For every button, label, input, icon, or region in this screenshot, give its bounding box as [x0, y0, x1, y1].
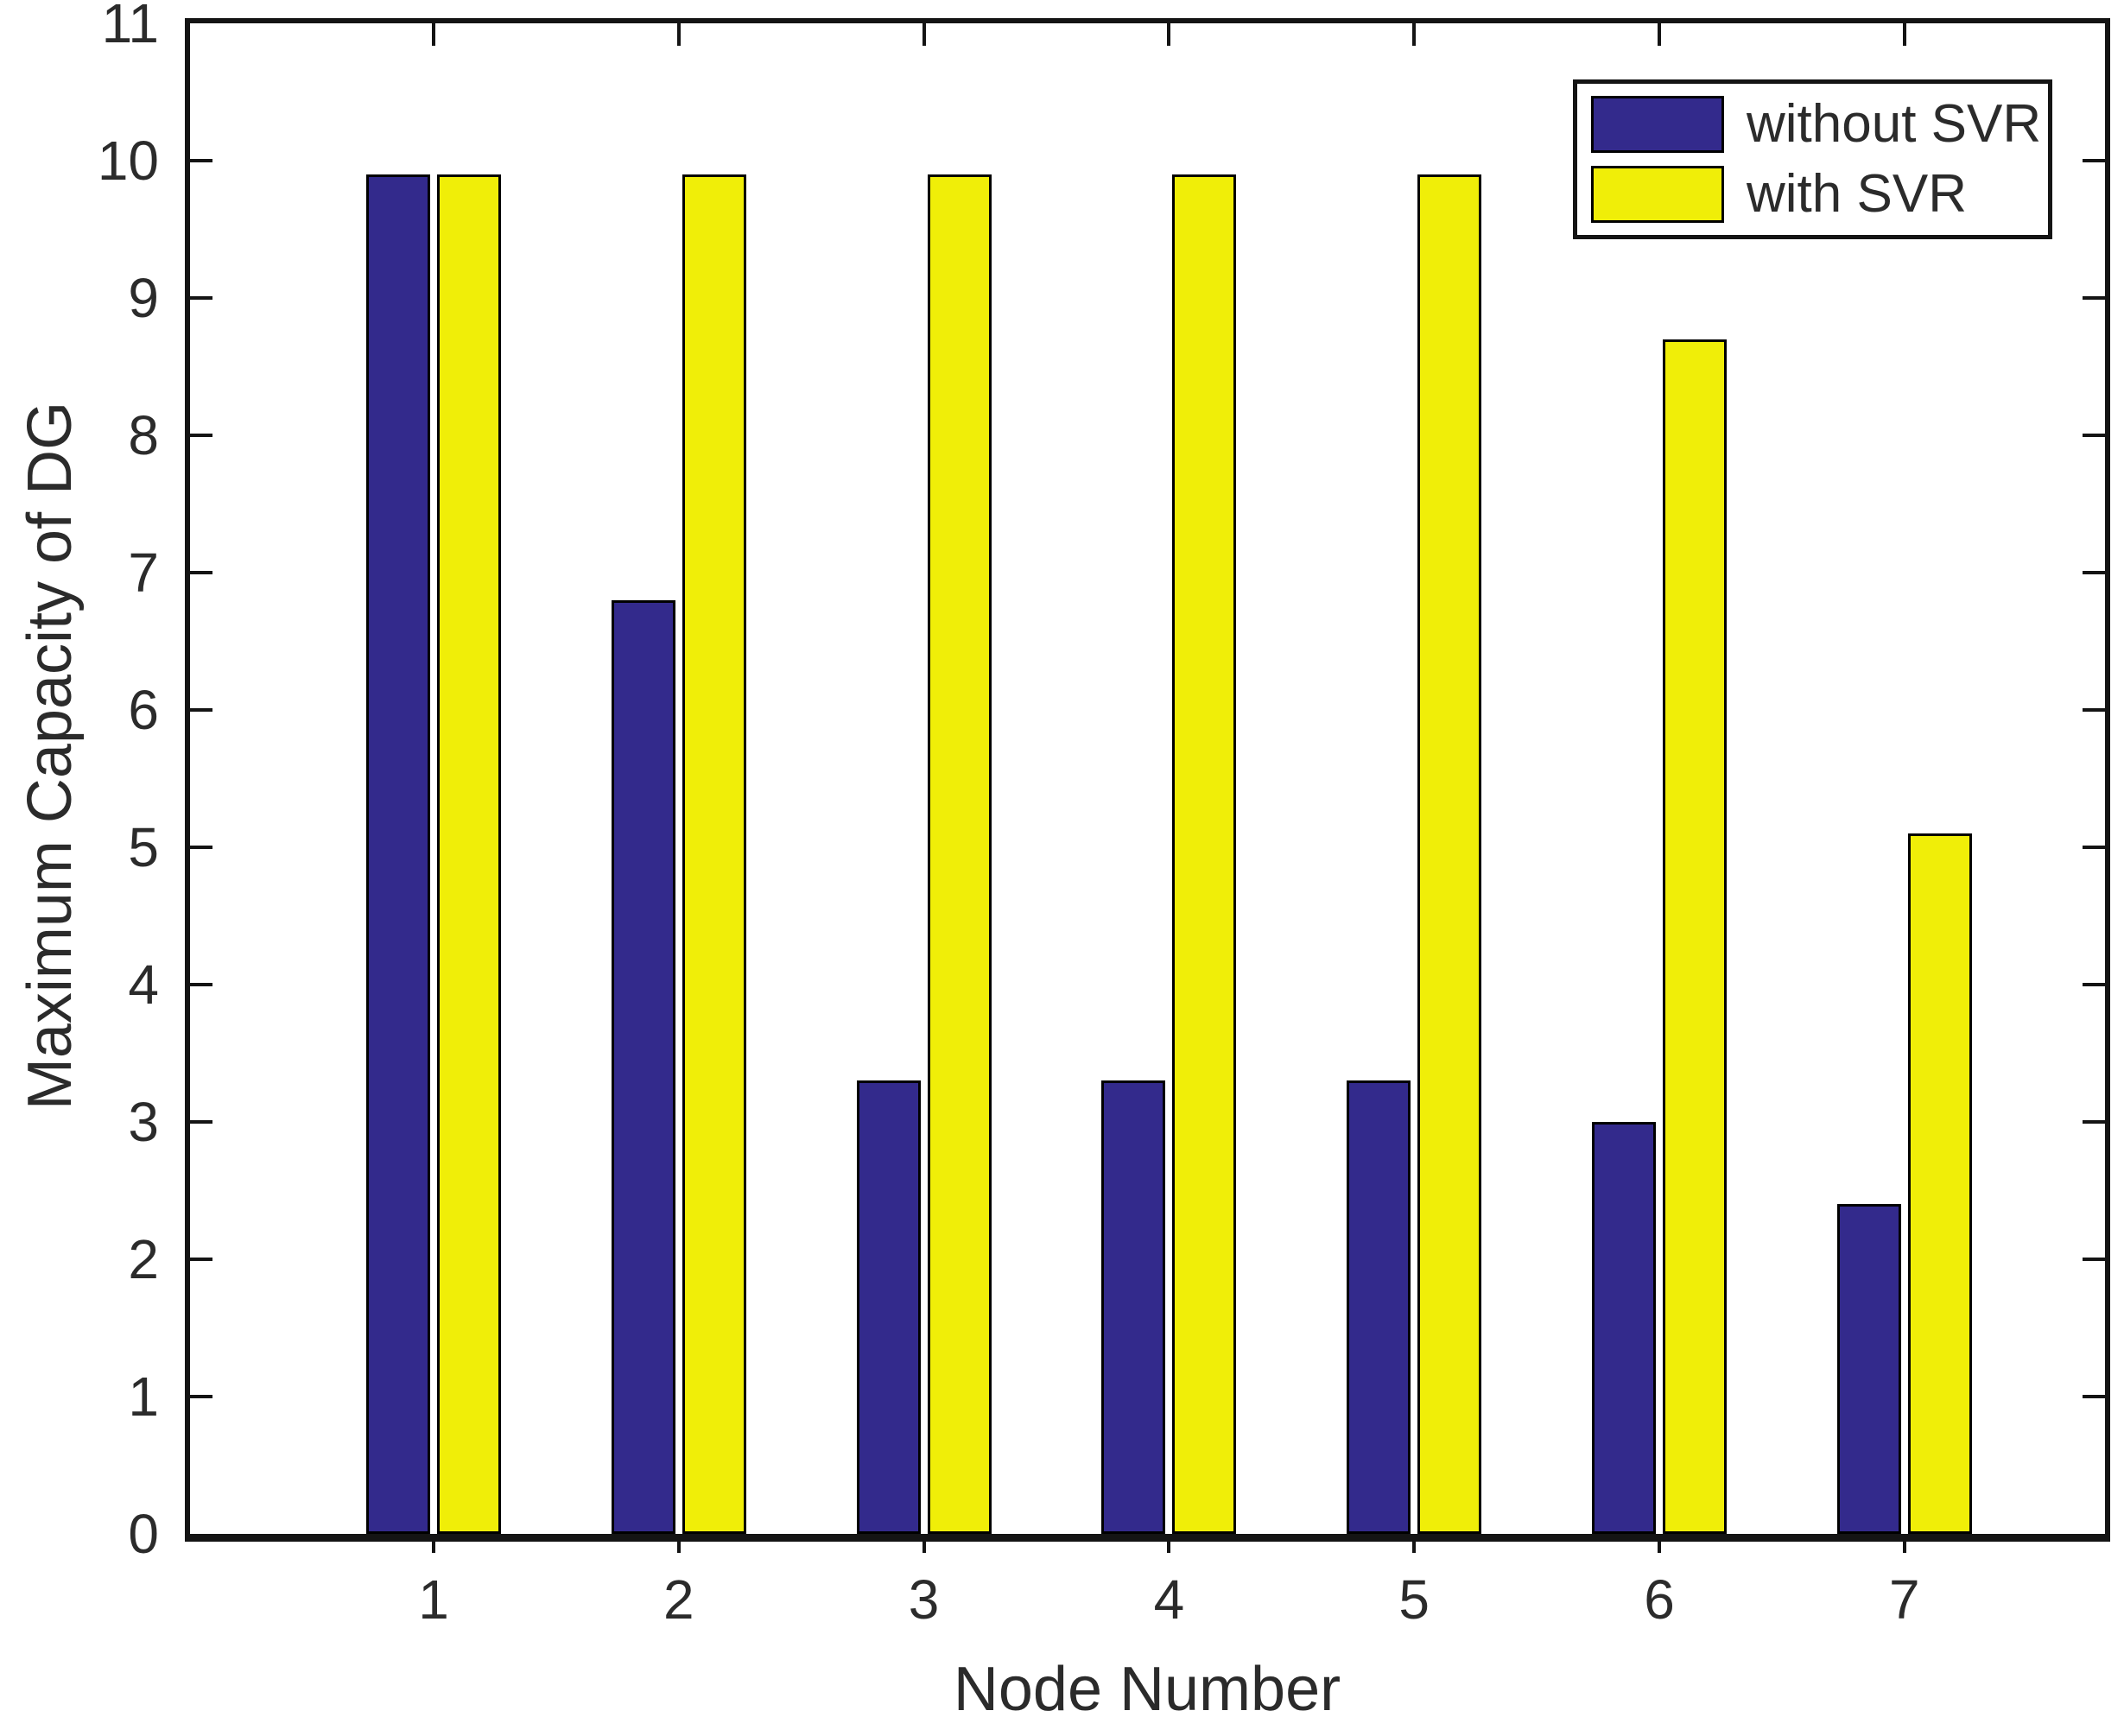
x-tick-label-6: 6 [1644, 1568, 1675, 1631]
y-tick-right-1 [2083, 1395, 2105, 1398]
x-tick-bottom-5 [1412, 1542, 1417, 1553]
y-tick-label-8: 8 [128, 404, 159, 466]
bar-without-svr-node-6 [1592, 1122, 1656, 1534]
y-tick-label-10: 10 [97, 130, 159, 192]
x-tick-label-3: 3 [908, 1568, 940, 1631]
bar-with-svr-node-6 [1663, 339, 1727, 1534]
y-tick-right-9 [2083, 296, 2105, 300]
y-tick-left-1 [190, 1395, 212, 1398]
x-tick-top-7 [1902, 23, 1906, 46]
y-tick-right-6 [2083, 708, 2105, 712]
legend-item-with-svr: with SVR [1591, 163, 2048, 224]
legend-swatch-with-svr [1591, 165, 1724, 223]
x-tick-bottom-3 [922, 1542, 926, 1553]
x-tick-bottom-6 [1658, 1542, 1661, 1553]
y-tick-label-5: 5 [128, 816, 159, 878]
bar-with-svr-node-1 [437, 174, 501, 1534]
x-tick-label-2: 2 [663, 1568, 694, 1631]
bar-without-svr-node-2 [611, 600, 675, 1534]
axis-ticks-layer [190, 23, 2105, 1534]
x-tick-top-4 [1167, 23, 1171, 46]
bar-without-svr-node-5 [1347, 1080, 1411, 1534]
y-tick-label-7: 7 [128, 542, 159, 604]
bar-without-svr-node-4 [1101, 1080, 1166, 1534]
x-tick-label-5: 5 [1398, 1568, 1430, 1631]
y-tick-label-1: 1 [128, 1365, 159, 1428]
bar-with-svr-node-2 [682, 174, 746, 1534]
y-tick-right-2 [2083, 1258, 2105, 1261]
y-tick-left-6 [190, 708, 212, 712]
y-tick-left-4 [190, 983, 212, 986]
y-tick-right-10 [2083, 159, 2105, 162]
y-tick-label-11: 11 [101, 0, 159, 54]
y-tick-left-2 [190, 1258, 212, 1261]
bar-with-svr-node-4 [1172, 174, 1237, 1534]
x-tick-label-1: 1 [418, 1568, 449, 1631]
plot-area [185, 18, 2110, 1542]
x-tick-bottom-4 [1167, 1542, 1171, 1553]
legend-item-without-svr: without SVR [1591, 94, 2048, 155]
y-tick-right-7 [2083, 571, 2105, 574]
y-tick-left-10 [190, 159, 212, 162]
x-tick-label-7: 7 [1889, 1568, 1920, 1631]
y-tick-left-7 [190, 571, 212, 574]
y-tick-left-8 [190, 434, 212, 437]
bar-without-svr-node-1 [366, 174, 430, 1534]
legend: without SVR with SVR [1573, 79, 2052, 239]
x-tick-top-1 [432, 23, 435, 46]
x-tick-top-2 [676, 23, 681, 46]
bar-with-svr-node-5 [1417, 174, 1482, 1534]
x-tick-top-6 [1658, 23, 1661, 46]
x-tick-bottom-1 [432, 1542, 435, 1553]
legend-swatch-without-svr [1591, 96, 1724, 154]
x-tick-bottom-2 [676, 1542, 681, 1553]
bars-layer [190, 23, 2105, 1534]
y-tick-left-9 [190, 296, 212, 300]
bar-with-svr-node-7 [1907, 833, 1972, 1534]
y-tick-right-8 [2083, 434, 2105, 437]
y-tick-label-4: 4 [128, 954, 159, 1016]
y-tick-label-3: 3 [128, 1091, 159, 1153]
y-tick-label-9: 9 [128, 267, 159, 329]
x-tick-top-3 [922, 23, 926, 46]
y-tick-right-5 [2083, 846, 2105, 849]
bar-with-svr-node-3 [927, 174, 992, 1534]
y-tick-label-0: 0 [128, 1503, 159, 1565]
x-tick-label-4: 4 [1153, 1568, 1185, 1631]
bar-without-svr-node-3 [856, 1080, 921, 1534]
x-axis-title: Node Number [953, 1655, 1341, 1724]
y-tick-right-3 [2083, 1120, 2105, 1124]
y-tick-right-4 [2083, 983, 2105, 986]
y-tick-label-6: 6 [128, 679, 159, 741]
legend-label-without-svr: without SVR [1747, 94, 2042, 155]
y-axis-title: Maximum Capacity of DG [16, 401, 85, 1111]
y-tick-label-2: 2 [128, 1228, 159, 1290]
y-tick-left-5 [190, 846, 212, 849]
legend-label-with-svr: with SVR [1747, 163, 1967, 224]
bar-without-svr-node-7 [1836, 1204, 1901, 1534]
x-tick-bottom-7 [1902, 1542, 1906, 1553]
y-tick-left-3 [190, 1120, 212, 1124]
x-tick-top-5 [1412, 23, 1417, 46]
